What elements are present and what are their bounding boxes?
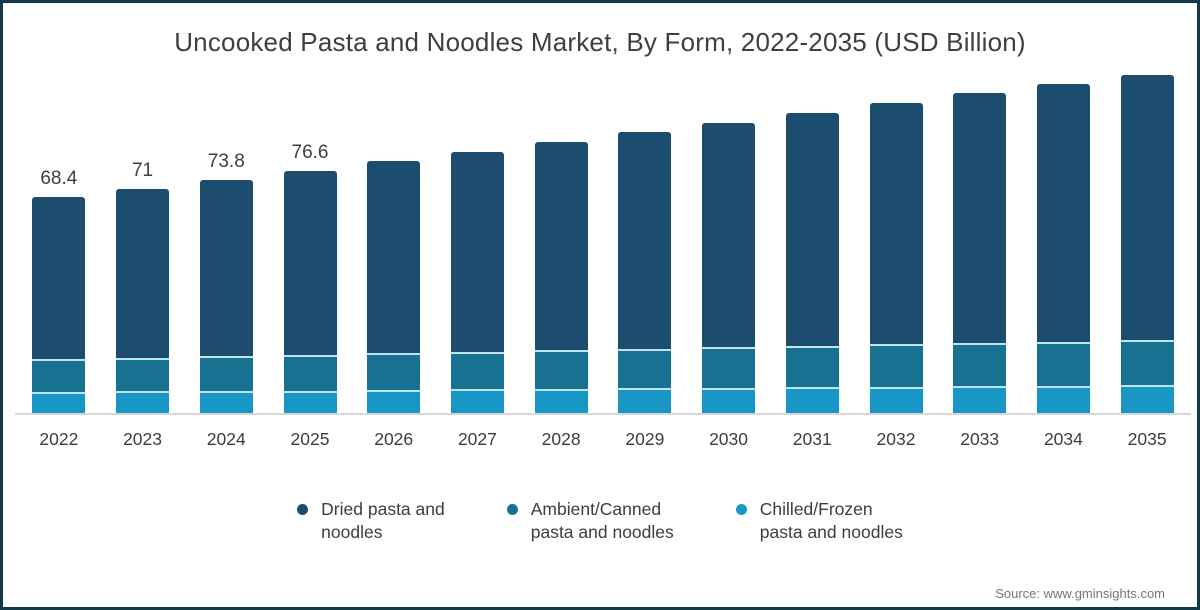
x-tick-2029: 2029 xyxy=(625,429,665,449)
segment-dried-2033 xyxy=(953,93,1007,343)
bar-2028 xyxy=(534,142,588,414)
segment-chilled-frozen-2024 xyxy=(199,390,253,414)
bar-2026 xyxy=(367,160,421,414)
segment-ambient-canned-2025 xyxy=(283,354,337,391)
x-tick-2033: 2033 xyxy=(960,429,1000,449)
segment-dried-2030 xyxy=(702,122,756,348)
x-tick-2026: 2026 xyxy=(374,429,414,449)
bar-2035 xyxy=(1120,74,1174,414)
segment-ambient-canned-2031 xyxy=(785,345,839,388)
bar-2023 xyxy=(116,188,170,414)
legend-item-dried: Dried pasta and noodles xyxy=(297,498,445,544)
legend-marker-icon xyxy=(297,504,309,515)
segment-ambient-canned-2027 xyxy=(450,351,504,390)
legend-marker-icon xyxy=(506,504,518,515)
segment-ambient-canned-2029 xyxy=(618,348,672,389)
x-axis-labels: 2022 2023 2024 2025 2026 2027 2028 2029 2030 2031… xyxy=(17,429,1189,453)
segment-chilled-frozen-2030 xyxy=(702,387,756,414)
x-tick-2031: 2031 xyxy=(792,429,832,449)
segment-dried-2035 xyxy=(1120,74,1174,341)
segment-ambient-canned-2032 xyxy=(869,344,923,387)
segment-dried-2023 xyxy=(116,188,170,358)
segment-dried-2022 xyxy=(32,197,86,360)
segment-chilled-frozen-2025 xyxy=(283,390,337,414)
segment-ambient-canned-2033 xyxy=(953,342,1007,387)
bar-2025 xyxy=(283,171,337,414)
segment-ambient-canned-2026 xyxy=(367,353,421,390)
bar-value-label-2024: 73.8 xyxy=(207,150,245,172)
x-tick-2035: 2035 xyxy=(1127,429,1167,449)
chart-title: Uncooked Pasta and Noodles Market, By Fo… xyxy=(174,27,1026,57)
segment-chilled-frozen-2027 xyxy=(450,389,504,414)
x-tick-2032: 2032 xyxy=(876,429,916,449)
bar-2033 xyxy=(953,93,1007,414)
legend-item-chilled-frozen: Chilled/Frozen pasta and noodles xyxy=(735,498,903,544)
bar-value-label-2023: 71 xyxy=(131,159,154,181)
segment-chilled-frozen-2026 xyxy=(367,389,421,414)
legend-label-ambient-canned: Ambient/Canned pasta and noodles xyxy=(530,499,674,542)
segment-ambient-canned-2028 xyxy=(534,350,588,389)
legend-marker-icon xyxy=(735,504,747,515)
segment-dried-2024 xyxy=(199,179,253,356)
segment-chilled-frozen-2034 xyxy=(1036,385,1090,414)
x-tick-2023: 2023 xyxy=(123,429,163,449)
segment-dried-2029 xyxy=(618,132,672,349)
plot-area: 68.4 71 73.8 76.6 xyxy=(17,62,1189,414)
bar-2029 xyxy=(618,132,672,414)
bar-value-label-2025: 76.6 xyxy=(291,142,329,164)
segment-dried-2027 xyxy=(450,152,504,352)
x-tick-2024: 2024 xyxy=(206,429,246,449)
legend: Dried pasta and noodles Ambient/Canned past… xyxy=(3,498,1197,544)
segment-dried-2032 xyxy=(869,103,923,345)
source-note: Source: www.gminsights.com xyxy=(995,586,1165,601)
segment-ambient-canned-2024 xyxy=(199,355,253,391)
segment-chilled-frozen-2035 xyxy=(1120,385,1174,414)
legend-label-dried: Dried pasta and noodles xyxy=(321,499,445,542)
segment-dried-2026 xyxy=(367,160,421,354)
bar-2031 xyxy=(785,113,839,414)
segment-dried-2025 xyxy=(283,171,337,355)
x-tick-2022: 2022 xyxy=(39,429,79,449)
segment-chilled-frozen-2028 xyxy=(534,388,588,414)
segment-chilled-frozen-2029 xyxy=(618,388,672,414)
x-tick-2025: 2025 xyxy=(290,429,330,449)
x-axis-line xyxy=(15,413,1191,415)
x-tick-2034: 2034 xyxy=(1043,429,1083,449)
segment-chilled-frozen-2032 xyxy=(869,386,923,414)
bar-2030 xyxy=(702,122,756,415)
bar-2022 xyxy=(32,197,86,414)
segment-chilled-frozen-2033 xyxy=(953,386,1007,414)
bar-value-label-2022: 68.4 xyxy=(40,168,78,190)
bar-2032 xyxy=(869,103,923,414)
segment-dried-2031 xyxy=(785,113,839,346)
bar-2034 xyxy=(1036,84,1090,414)
x-tick-2028: 2028 xyxy=(541,429,581,449)
bar-2027 xyxy=(450,152,504,414)
x-tick-2027: 2027 xyxy=(457,429,497,449)
segment-ambient-canned-2023 xyxy=(116,357,170,392)
legend-item-ambient-canned: Ambient/Canned pasta and noodles xyxy=(506,498,674,544)
segment-ambient-canned-2030 xyxy=(702,347,756,388)
bar-2024 xyxy=(199,179,253,414)
segment-dried-2034 xyxy=(1036,84,1090,342)
segment-chilled-frozen-2022 xyxy=(32,392,86,414)
segment-dried-2028 xyxy=(534,142,588,351)
segment-ambient-canned-2034 xyxy=(1036,341,1090,386)
segment-chilled-frozen-2023 xyxy=(116,391,170,414)
segment-chilled-frozen-2031 xyxy=(785,387,839,414)
x-tick-2030: 2030 xyxy=(709,429,749,449)
segment-ambient-canned-2035 xyxy=(1120,340,1174,386)
segment-ambient-canned-2022 xyxy=(32,359,86,393)
legend-label-chilled-frozen: Chilled/Frozen pasta and noodles xyxy=(759,499,903,542)
